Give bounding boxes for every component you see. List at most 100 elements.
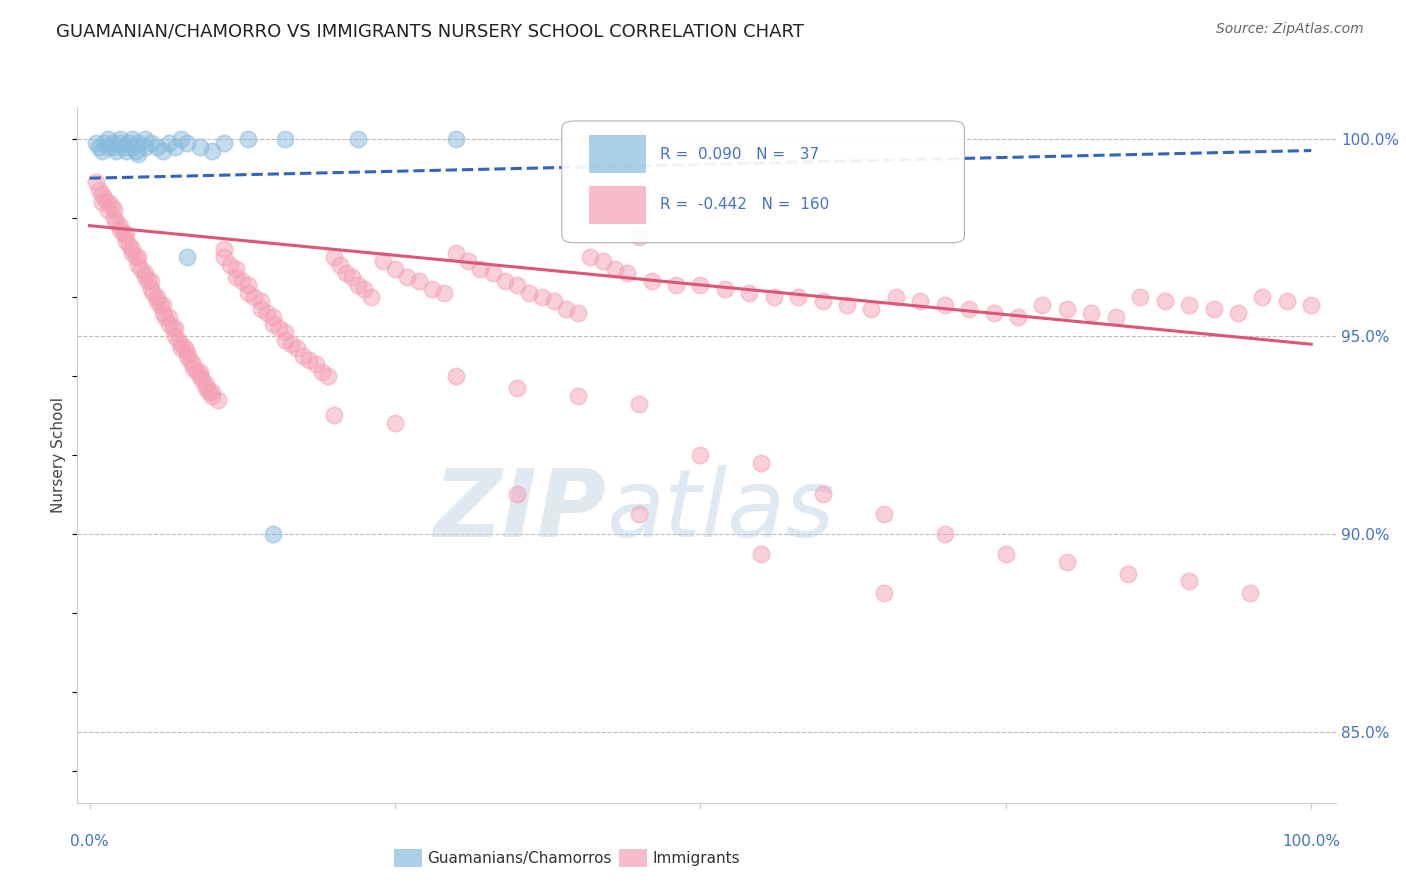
Point: [105, 215, 128, 229]
Point: [100, 199, 122, 213]
Point: [183, 360, 205, 375]
Point: [127, 258, 149, 272]
Point: [1239, 586, 1261, 600]
Point: [543, 293, 565, 308]
Point: [103, 139, 125, 153]
Point: [274, 333, 297, 347]
Point: [298, 353, 321, 368]
Point: [457, 254, 479, 268]
Point: [84, 175, 107, 189]
Point: [145, 290, 167, 304]
Point: [347, 131, 370, 145]
Point: [134, 139, 156, 153]
Point: [628, 396, 651, 410]
Point: [188, 365, 211, 379]
Point: [322, 250, 344, 264]
Text: 0.0%: 0.0%: [70, 834, 108, 849]
Point: [170, 341, 193, 355]
Point: [530, 290, 553, 304]
Point: [238, 277, 260, 292]
Point: [519, 285, 541, 300]
Point: [751, 547, 773, 561]
Point: [198, 384, 221, 399]
Point: [142, 285, 165, 300]
Point: [176, 136, 198, 150]
Point: [225, 262, 247, 277]
Point: [112, 139, 135, 153]
Point: [335, 266, 357, 280]
Point: [274, 131, 297, 145]
FancyBboxPatch shape: [562, 121, 965, 243]
Point: [1080, 305, 1102, 319]
Point: [157, 136, 180, 150]
Point: [665, 277, 688, 292]
Point: [285, 341, 308, 355]
Point: [249, 301, 271, 316]
Point: [1153, 293, 1175, 308]
Point: [714, 282, 737, 296]
Point: [155, 310, 177, 324]
Point: [165, 329, 187, 343]
Point: [567, 305, 589, 319]
Point: [191, 373, 214, 387]
Point: [129, 262, 152, 277]
Point: [194, 381, 217, 395]
Point: [238, 131, 260, 145]
Point: [170, 131, 193, 145]
Point: [1275, 293, 1298, 308]
Point: [108, 219, 131, 233]
Point: [165, 321, 187, 335]
Point: [90, 194, 112, 209]
Point: [134, 266, 156, 280]
Point: [762, 290, 785, 304]
Point: [152, 298, 174, 312]
Point: [640, 274, 662, 288]
Point: [121, 246, 143, 260]
Point: [115, 235, 138, 249]
Point: [1178, 298, 1201, 312]
Point: [127, 147, 149, 161]
Point: [117, 136, 139, 150]
FancyBboxPatch shape: [589, 186, 647, 224]
Point: [1178, 574, 1201, 589]
Point: [1129, 290, 1152, 304]
Point: [444, 246, 467, 260]
Point: [89, 183, 111, 197]
Point: [97, 139, 120, 153]
Text: ZIP: ZIP: [433, 465, 606, 557]
Point: [93, 191, 115, 205]
Text: 100.0%: 100.0%: [1282, 834, 1340, 849]
Point: [103, 202, 125, 217]
Point: [872, 507, 894, 521]
Text: Guamanians/Chamorros: Guamanians/Chamorros: [427, 851, 612, 865]
Point: [329, 258, 352, 272]
Point: [360, 290, 382, 304]
Point: [835, 298, 858, 312]
Point: [103, 211, 125, 225]
Point: [567, 389, 589, 403]
Text: R =  -0.442   N =  160: R = -0.442 N = 160: [659, 197, 830, 212]
Point: [176, 250, 198, 264]
Point: [121, 243, 143, 257]
Point: [125, 144, 148, 158]
Point: [1007, 310, 1029, 324]
Point: [262, 310, 284, 324]
Point: [983, 305, 1005, 319]
Point: [420, 282, 443, 296]
Point: [408, 274, 430, 288]
Point: [811, 293, 834, 308]
Point: [934, 298, 956, 312]
Point: [97, 131, 120, 145]
Point: [100, 136, 122, 150]
Point: [176, 345, 198, 359]
Point: [89, 139, 111, 153]
Point: [470, 262, 492, 277]
Point: [811, 487, 834, 501]
Point: [97, 194, 120, 209]
Point: [934, 527, 956, 541]
Point: [1301, 298, 1323, 312]
Point: [166, 333, 188, 347]
Point: [1105, 310, 1128, 324]
Point: [97, 202, 120, 217]
Text: Immigrants: Immigrants: [652, 851, 740, 865]
